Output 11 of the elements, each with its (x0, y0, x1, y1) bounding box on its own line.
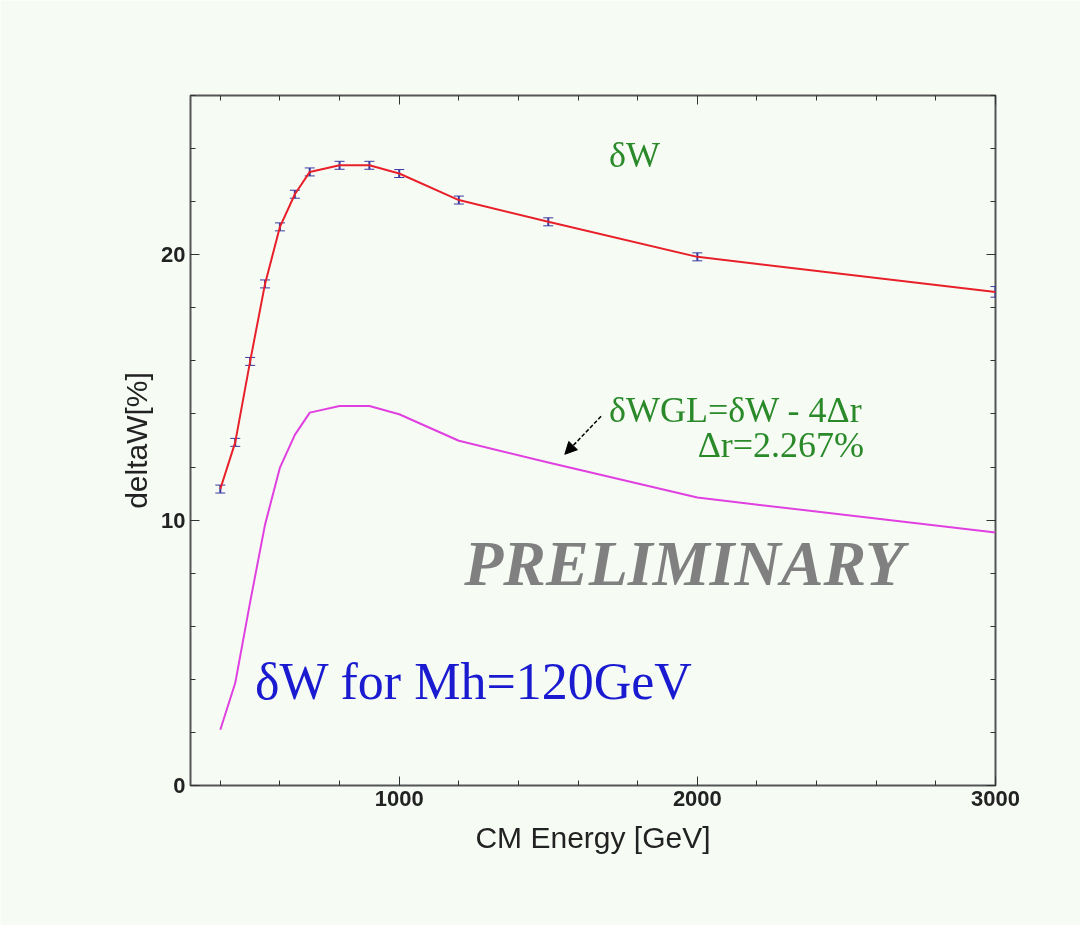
x-tick-label: 2000 (672, 785, 722, 811)
y-tick-label: 0 (173, 773, 186, 798)
y-axis-title: deltaW[%] (120, 372, 154, 509)
x-axis-title: CM Energy [GeV] (475, 820, 711, 854)
y-tick-label: 10 (161, 507, 186, 533)
annotation: δW (609, 134, 661, 175)
x-tick-label: 1000 (374, 785, 424, 811)
annotation: PRELIMINARY (463, 528, 909, 600)
annotation: δW for Mh=120GeV (254, 652, 692, 710)
x-tick-label: 3000 (971, 785, 1020, 811)
y-tick-label: 20 (161, 242, 186, 268)
